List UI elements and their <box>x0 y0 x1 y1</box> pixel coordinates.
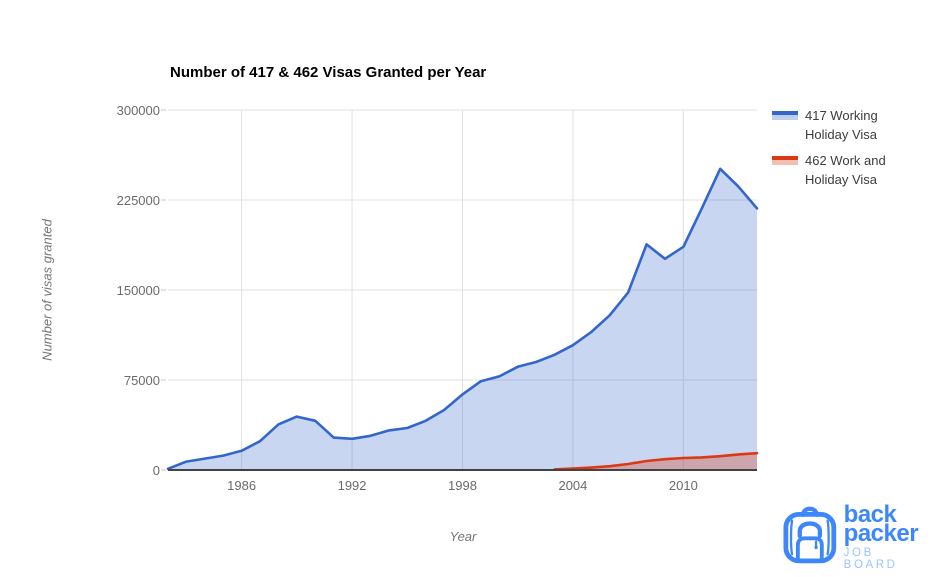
chart-title: Number of 417 & 462 Visas Granted per Ye… <box>170 64 487 81</box>
x-tick-label: 1986 <box>227 478 257 493</box>
x-tick-label: 2004 <box>558 478 588 493</box>
legend: 417 Working Holiday Visa 462 Work and Holid… <box>772 106 922 196</box>
logo-word-packer: packer <box>843 520 919 547</box>
y-tick-label: 225000 <box>116 193 160 208</box>
x-tick-label: 2010 <box>668 478 698 493</box>
logo-text: back packer JOB BOARD <box>843 501 933 572</box>
series-area-417 <box>168 168 757 471</box>
x-tick-label: 1998 <box>448 478 477 493</box>
y-tick-label: 0 <box>152 463 160 478</box>
logo-tagline: JOB BOARD <box>843 547 898 571</box>
legend-label: 417 Working Holiday Visa <box>805 108 878 142</box>
series-line-417 <box>166 167 759 471</box>
legend-item: 462 Work and Holiday Visa <box>772 151 922 189</box>
x-axis-title: Year <box>449 529 477 544</box>
plot-area <box>161 109 759 471</box>
backpacker-jobboard-logo[interactable]: back packer JOB BOARD <box>783 503 933 571</box>
legend-swatch <box>772 111 798 120</box>
logo-word-back: back <box>843 501 897 528</box>
series-line-462 <box>553 451 759 471</box>
y-tick-label: 300000 <box>116 103 160 118</box>
legend-item: 417 Working Holiday Visa <box>772 106 922 144</box>
y-tick-label: 75000 <box>123 373 160 388</box>
y-axis-title: Number of visas granted <box>39 219 55 361</box>
y-tick-label: 150000 <box>116 283 160 298</box>
legend-label: 462 Work and Holiday Visa <box>805 153 886 187</box>
backpack-icon <box>783 506 837 564</box>
legend-swatch <box>772 156 798 165</box>
x-tick-label: 1992 <box>337 478 367 493</box>
